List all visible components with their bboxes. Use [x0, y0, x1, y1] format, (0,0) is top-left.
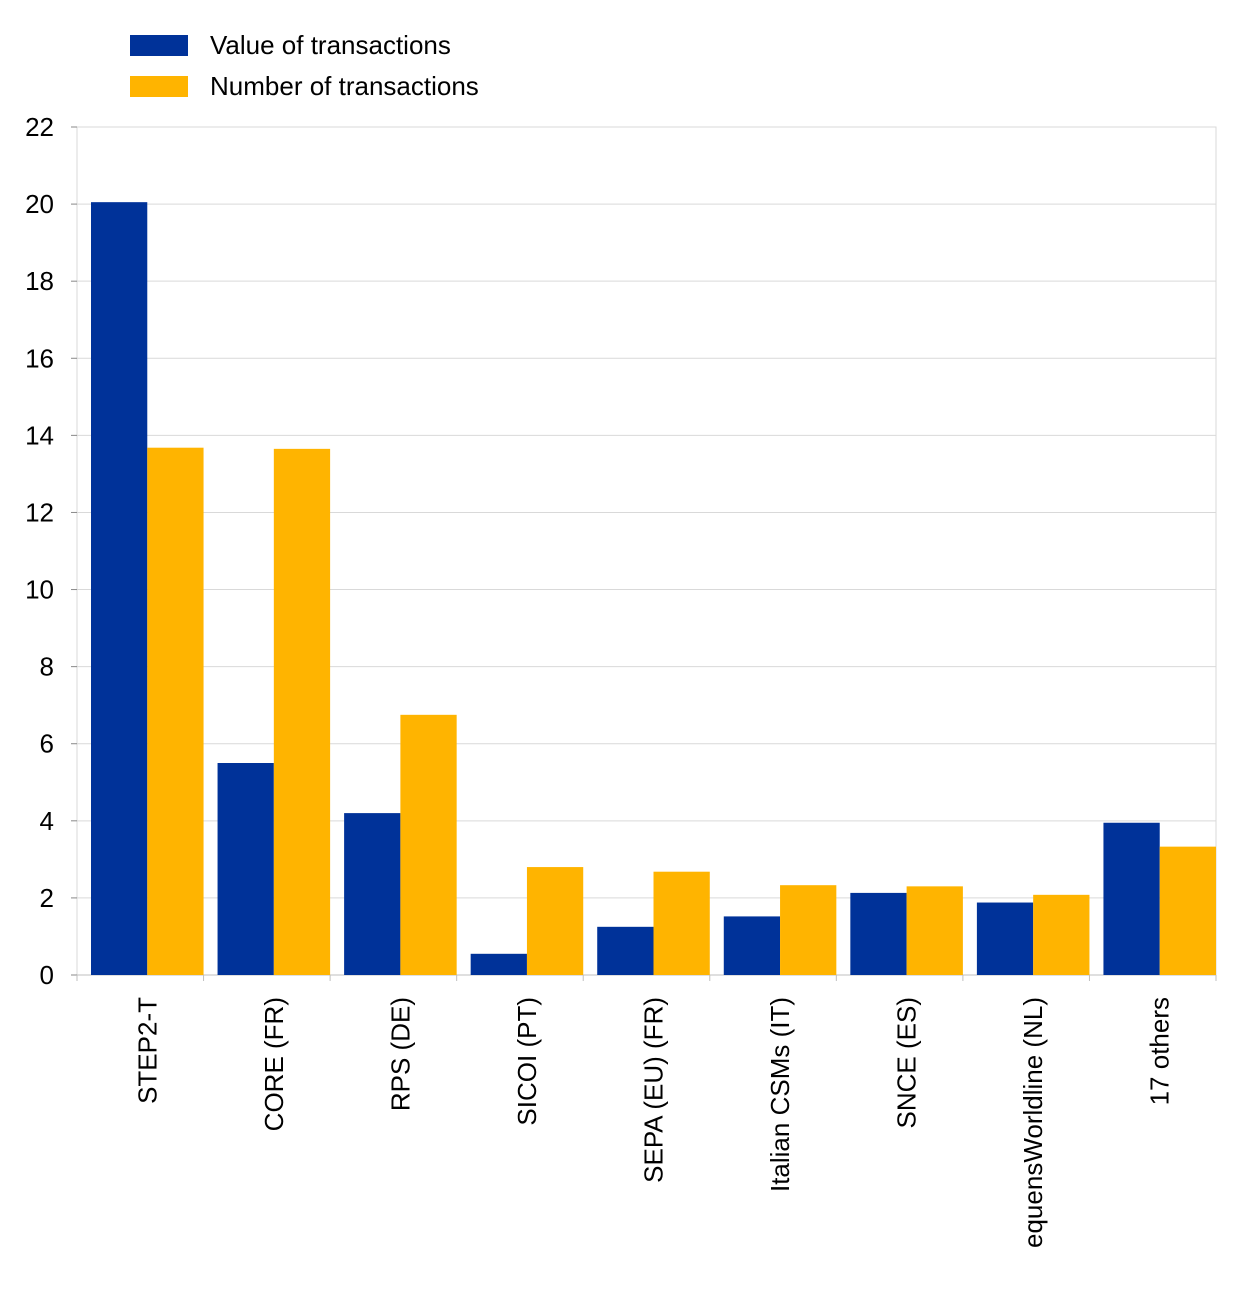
- x-tick-label: SICOI (PT): [512, 997, 542, 1126]
- bar-value: [850, 892, 907, 975]
- y-tick-label: 6: [40, 729, 54, 759]
- bar-value: [217, 763, 274, 975]
- x-tick-label: Italian CSMs (IT): [765, 997, 795, 1192]
- y-tick-label: 0: [40, 960, 54, 990]
- y-tick-label: 8: [40, 652, 54, 682]
- bar-number: [1033, 894, 1090, 975]
- bar-value: [91, 202, 148, 975]
- y-tick-label: 12: [25, 497, 54, 527]
- y-tick-label: 4: [40, 806, 54, 836]
- bar-number: [780, 885, 837, 975]
- y-tick-label: 22: [25, 112, 54, 142]
- bar-value: [470, 953, 527, 975]
- x-tick-label: SEPA (EU) (FR): [639, 997, 669, 1183]
- bar-value: [597, 926, 654, 975]
- bar-value: [344, 813, 401, 975]
- legend-swatch-value: [130, 35, 188, 56]
- x-tick-label: 17 others: [1145, 997, 1175, 1105]
- bar-number: [273, 448, 331, 975]
- x-tick-label: SNCE (ES): [892, 997, 922, 1128]
- x-tick-label: RPS (DE): [385, 997, 415, 1111]
- bar-value: [723, 916, 781, 975]
- y-tick-label: 16: [25, 343, 54, 373]
- y-tick-label: 10: [25, 575, 54, 605]
- legend-swatch-number: [130, 76, 188, 97]
- bar-number: [653, 871, 710, 975]
- x-tick-label: CORE (FR): [259, 997, 289, 1131]
- legend-label-value: Value of transactions: [210, 30, 451, 60]
- bar-number: [147, 447, 204, 975]
- bar-number: [400, 714, 457, 975]
- x-tick-label: equensWorldline (NL): [1018, 997, 1048, 1248]
- bar-value: [1103, 822, 1160, 975]
- y-tick-label: 2: [40, 883, 54, 913]
- x-tick-label: STEP2-T: [132, 997, 162, 1104]
- y-tick-label: 14: [25, 420, 54, 450]
- bar-number: [906, 886, 963, 975]
- bar-number: [526, 867, 584, 975]
- legend-label-number: Number of transactions: [210, 71, 479, 101]
- bar-value: [976, 902, 1034, 975]
- y-tick-label: 18: [25, 266, 54, 296]
- y-tick-label: 20: [25, 189, 54, 219]
- bar-number: [1159, 846, 1216, 975]
